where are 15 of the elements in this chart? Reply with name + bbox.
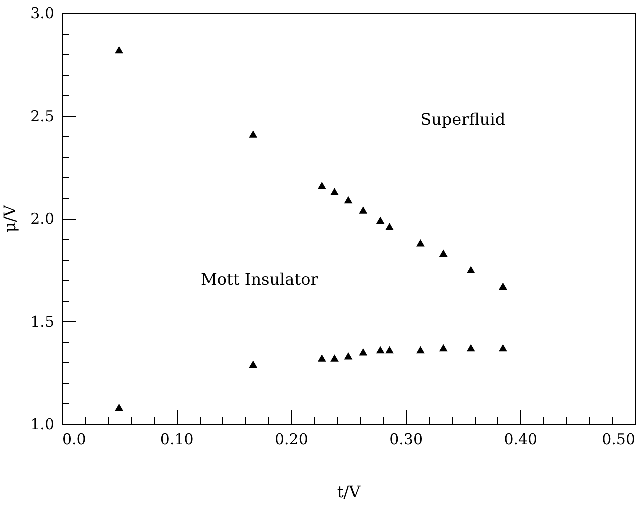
- x-tick-label: 0.30: [390, 430, 424, 448]
- y-tick-label: 1.5: [30, 312, 54, 331]
- annotation: Mott Insulator: [200, 270, 319, 290]
- x-tick-label: 0.20: [274, 430, 308, 448]
- x-tick-label: 0.50: [602, 430, 636, 448]
- annotation: Superfluid: [420, 110, 506, 129]
- x-tick-label: 0.10: [160, 430, 194, 448]
- y-tick-label: 2.5: [30, 107, 54, 126]
- x-tick-label: 0.40: [504, 430, 538, 448]
- x-axis-title: t/V: [337, 482, 362, 502]
- y-axis-title: μ/V: [0, 204, 20, 233]
- x-tick-label: 0.0: [62, 430, 86, 448]
- y-tick-label: 2.0: [30, 210, 54, 228]
- y-tick-label: 3.0: [30, 4, 54, 22]
- y-tick-label: 1.0: [30, 416, 54, 434]
